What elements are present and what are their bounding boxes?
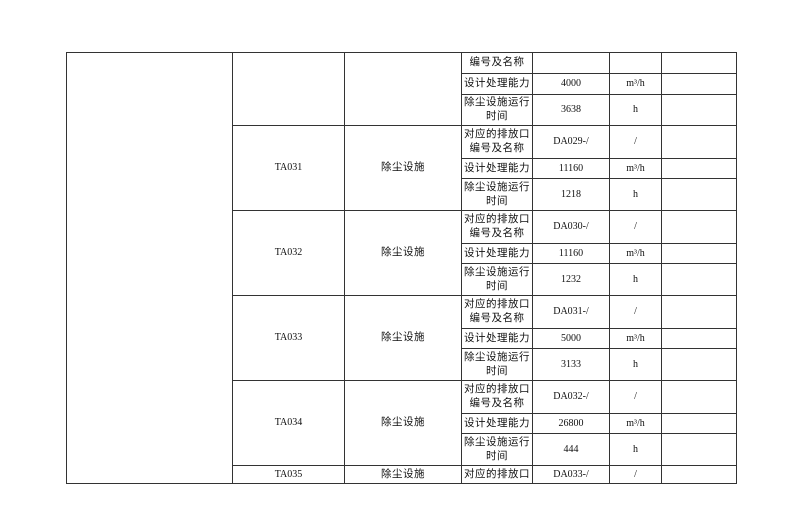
param-label: 编号及名称 bbox=[461, 52, 533, 74]
table-row: 除尘设施运行时间 444 h bbox=[67, 433, 737, 466]
param-label: 除尘设施运行时间 bbox=[461, 263, 533, 296]
facility-type-cell: 除尘设施 bbox=[344, 465, 462, 484]
table-row: 设计处理能力 26800 m³/h bbox=[67, 413, 737, 434]
param-unit: / bbox=[609, 125, 662, 159]
param-unit: / bbox=[609, 380, 662, 414]
facility-table: 编号及名称 设计处理能力 4000 m³/h 除尘设施运行时间 3638 h TA031 除尘设… bbox=[66, 52, 737, 484]
table-row: TA032 除尘设施 对应的排放口编号及名称 DA030-// bbox=[67, 210, 737, 296]
param-label: 设计处理能力 bbox=[461, 413, 533, 434]
remark-cell bbox=[661, 348, 737, 381]
table-row: 设计处理能力 11160 m³/h bbox=[67, 158, 737, 179]
param-label: 对应的排放口编号及名称 bbox=[461, 380, 533, 414]
remark-cell bbox=[661, 94, 737, 126]
param-unit bbox=[609, 52, 662, 74]
remark-cell bbox=[661, 433, 737, 466]
param-label: 对应的排放口编号及名称 bbox=[461, 295, 533, 329]
table-row: 编号及名称 bbox=[66, 52, 737, 484]
param-value bbox=[532, 52, 610, 74]
table-row: 设计处理能力 4000 m³/h bbox=[67, 73, 737, 95]
param-unit: h bbox=[609, 263, 662, 296]
param-label: 除尘设施运行时间 bbox=[461, 94, 533, 126]
param-label: 除尘设施运行时间 bbox=[461, 178, 533, 211]
param-value: 11160 bbox=[532, 158, 610, 179]
param-unit: h bbox=[609, 433, 662, 466]
remark-cell bbox=[661, 243, 737, 264]
facility-id-cell: TA031 bbox=[232, 125, 345, 211]
table-row: TA031 除尘设施 对应的排放口编号及名称 DA029-// bbox=[67, 125, 737, 211]
param-unit: h bbox=[609, 348, 662, 381]
table-row: 除尘设施运行时间 1232 h bbox=[67, 263, 737, 296]
param-unit: / bbox=[609, 210, 662, 244]
param-unit: h bbox=[609, 94, 662, 126]
param-unit: m³/h bbox=[609, 243, 662, 264]
table-row: 除尘设施运行时间 1218 h bbox=[67, 178, 737, 211]
param-value: 5000 bbox=[532, 328, 610, 349]
table-row: TA035 除尘设施 对应的排放口 DA033-// bbox=[67, 465, 737, 484]
param-value: DA031-/ bbox=[532, 295, 610, 329]
remark-cell bbox=[661, 328, 737, 349]
facility-id-cell: TA032 bbox=[232, 210, 345, 296]
facility-type-cell: 除尘设施 bbox=[344, 125, 462, 211]
param-label: 设计处理能力 bbox=[461, 243, 533, 264]
param-label: 设计处理能力 bbox=[461, 158, 533, 179]
remark-cell bbox=[661, 178, 737, 211]
param-value: 3133 bbox=[532, 348, 610, 381]
param-unit: h bbox=[609, 178, 662, 211]
table-row: TA033 除尘设施 对应的排放口编号及名称 DA031-// bbox=[67, 295, 737, 381]
remark-cell bbox=[661, 465, 737, 484]
param-value: 4000 bbox=[532, 73, 610, 95]
param-label: 除尘设施运行时间 bbox=[461, 348, 533, 381]
facility-type-cell: 除尘设施 bbox=[344, 210, 462, 296]
param-value: 3638 bbox=[532, 94, 610, 126]
param-unit: / bbox=[609, 465, 662, 484]
param-label: 对应的排放口 bbox=[461, 465, 533, 484]
param-value: 1232 bbox=[532, 263, 610, 296]
facility-id-cell: TA034 bbox=[232, 380, 345, 466]
facility-type-cell: 除尘设施 bbox=[344, 295, 462, 381]
param-value: 26800 bbox=[532, 413, 610, 434]
param-value: 11160 bbox=[532, 243, 610, 264]
remark-cell bbox=[661, 413, 737, 434]
param-label: 设计处理能力 bbox=[461, 328, 533, 349]
facility-id-cell: TA035 bbox=[232, 465, 345, 484]
remark-cell bbox=[661, 52, 737, 74]
param-label: 对应的排放口编号及名称 bbox=[461, 210, 533, 244]
param-unit: m³/h bbox=[609, 413, 662, 434]
facility-id-cell bbox=[232, 52, 345, 126]
remark-cell bbox=[661, 158, 737, 179]
table-row: 除尘设施运行时间 3133 h bbox=[67, 348, 737, 381]
param-value: 444 bbox=[532, 433, 610, 466]
remark-cell bbox=[661, 295, 737, 329]
param-value: 1218 bbox=[532, 178, 610, 211]
param-unit: m³/h bbox=[609, 73, 662, 95]
param-value: DA032-/ bbox=[532, 380, 610, 414]
facility-type-cell bbox=[344, 52, 462, 126]
facility-id-cell: TA033 bbox=[232, 295, 345, 381]
param-label: 设计处理能力 bbox=[461, 73, 533, 95]
param-value: DA030-/ bbox=[532, 210, 610, 244]
remark-cell bbox=[661, 210, 737, 244]
table-row: TA034 除尘设施 对应的排放口编号及名称 DA032-// bbox=[67, 380, 737, 466]
category-cell bbox=[66, 52, 233, 484]
param-value: DA033-/ bbox=[532, 465, 610, 484]
facility-type-cell: 除尘设施 bbox=[344, 380, 462, 466]
remark-cell bbox=[661, 263, 737, 296]
param-label: 除尘设施运行时间 bbox=[461, 433, 533, 466]
remark-cell bbox=[661, 125, 737, 159]
remark-cell bbox=[661, 73, 737, 95]
param-value: DA029-/ bbox=[532, 125, 610, 159]
param-unit: m³/h bbox=[609, 328, 662, 349]
remark-cell bbox=[661, 380, 737, 414]
param-label: 对应的排放口编号及名称 bbox=[461, 125, 533, 159]
param-unit: m³/h bbox=[609, 158, 662, 179]
param-unit: / bbox=[609, 295, 662, 329]
